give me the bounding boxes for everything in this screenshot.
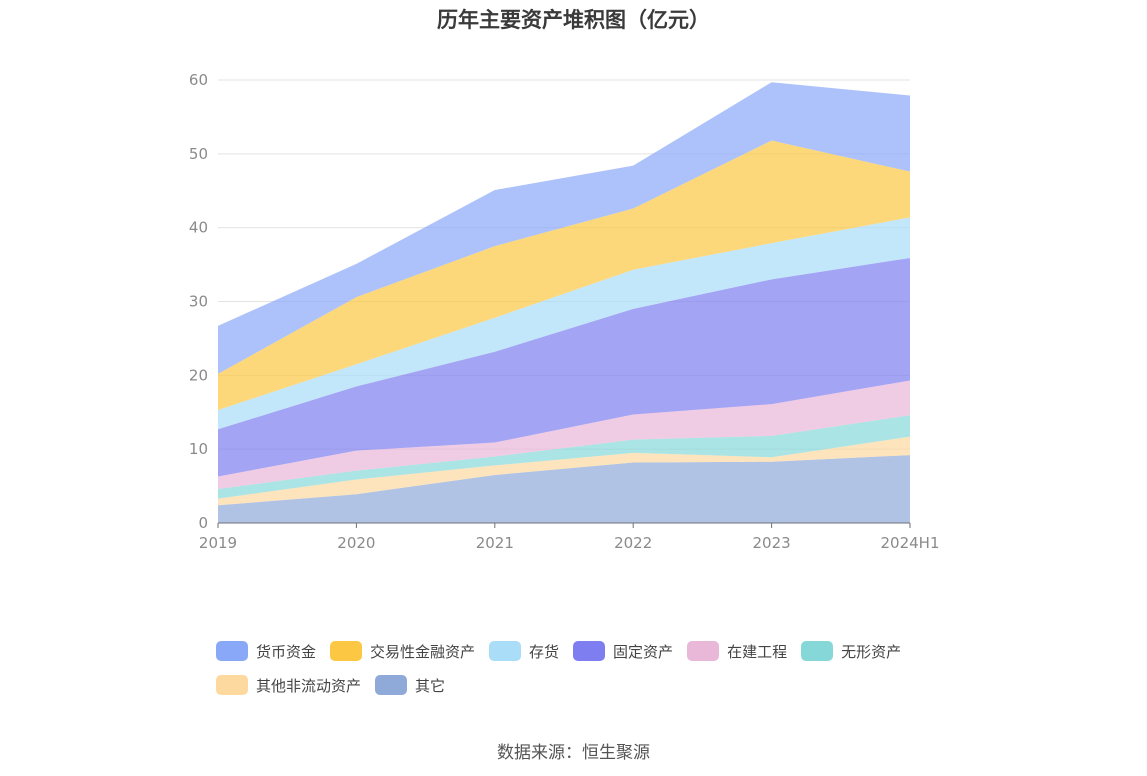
- legend-item[interactable]: 存货: [489, 640, 559, 662]
- legend-swatch: [573, 641, 606, 661]
- area-series-存货: [218, 217, 910, 430]
- legend-label: 交易性金融资产: [370, 642, 476, 661]
- legend-label: 货币资金: [256, 642, 317, 661]
- x-tick-label: 2022: [614, 534, 652, 552]
- area-series-其他非流动资产: [218, 436, 910, 506]
- legend-label: 固定资产: [613, 642, 674, 661]
- y-tick-label: 20: [189, 366, 208, 384]
- legend-label: 无形资产: [841, 642, 902, 661]
- stacked-area-chart: 0 10 20 30 40 50 60 2019 2020 2021 2022 2023 2024H1: [189, 71, 940, 552]
- y-tick-label: 50: [189, 145, 208, 163]
- y-tick-label: 60: [189, 71, 208, 89]
- legend-item[interactable]: 在建工程: [687, 640, 787, 662]
- legend-item[interactable]: 无形资产: [801, 640, 901, 662]
- area-series-其它: [218, 455, 910, 523]
- legend-item[interactable]: 固定资产: [573, 640, 673, 662]
- legend-swatch: [801, 641, 834, 661]
- legend-label: 其他非流动资产: [256, 676, 362, 695]
- legend-item[interactable]: 交易性金融资产: [330, 640, 475, 662]
- data-source: 数据来源：恒生聚源: [497, 743, 650, 763]
- legend-label: 其它: [415, 676, 446, 695]
- legend-swatch: [375, 675, 408, 695]
- legend-swatch: [216, 675, 248, 695]
- area-series-在建工程: [218, 380, 910, 490]
- x-tick-label: 2019: [199, 534, 237, 552]
- area-series-货币资金: [218, 82, 910, 374]
- legend-item[interactable]: 其他非流动资产: [216, 674, 361, 696]
- x-tick-label: 2023: [753, 534, 791, 552]
- legend-swatch: [687, 641, 720, 661]
- legend-label: 在建工程: [727, 642, 788, 661]
- y-tick-label: 40: [189, 219, 208, 237]
- legend-label: 存货: [529, 642, 560, 661]
- y-tick-label: 10: [189, 440, 208, 458]
- legend-item[interactable]: 货币资金: [216, 640, 316, 662]
- area-series-固定资产: [218, 257, 910, 477]
- legend-swatch: [330, 641, 363, 661]
- legend-swatch: [489, 641, 522, 661]
- y-tick-label: 30: [189, 293, 208, 311]
- y-tick-label: 0: [198, 514, 208, 532]
- chart-legend: 货币资金 交易性金融资产 存货 固定资产 在建工程 无形资产其他非流动资产 其它: [216, 640, 976, 708]
- area-series-无形资产: [218, 415, 910, 499]
- chart-title: 历年主要资产堆积图（亿元）: [437, 8, 710, 32]
- x-tick-label: 2021: [476, 534, 514, 552]
- x-tick-label: 2020: [337, 534, 375, 552]
- legend-swatch: [216, 641, 248, 661]
- area-series-交易性金融资产: [218, 140, 910, 411]
- legend-item[interactable]: 其它: [375, 674, 445, 696]
- x-tick-label: 2024H1: [881, 534, 940, 552]
